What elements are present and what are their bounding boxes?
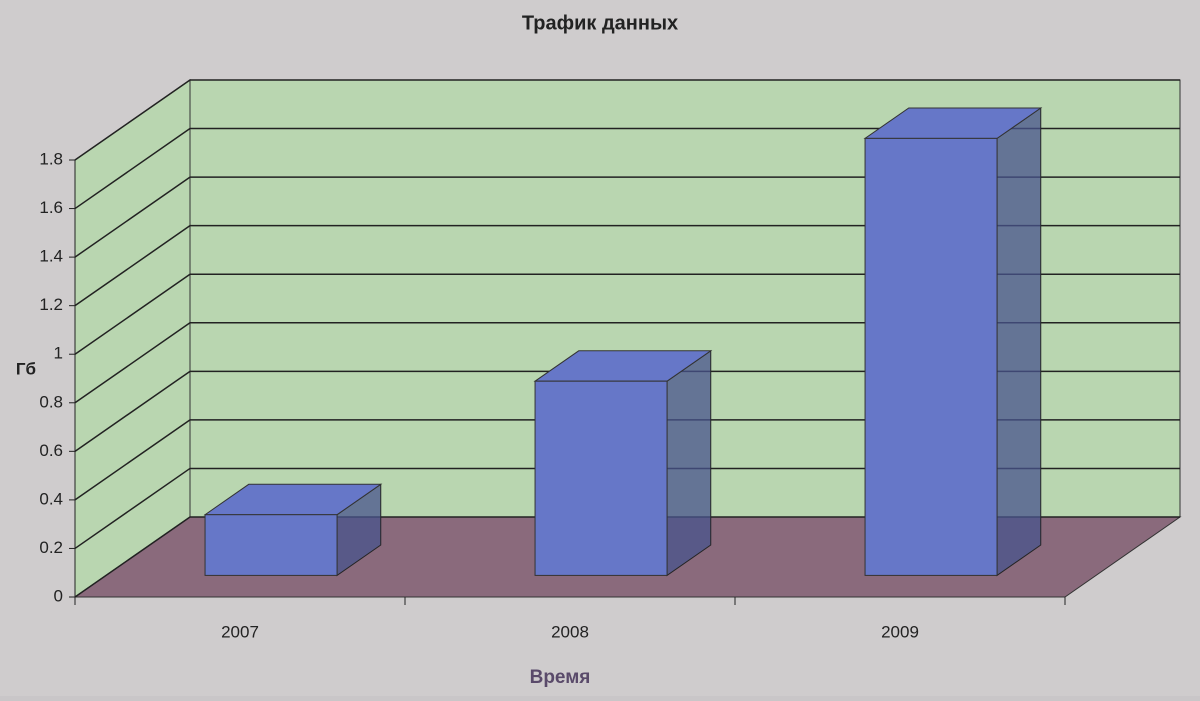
grid-line — [74, 467, 1180, 550]
grid-line — [74, 224, 1180, 307]
x-axis-title: Время — [530, 667, 591, 688]
bar-side — [666, 349, 712, 577]
y-tick-label: 1.2 — [39, 295, 63, 314]
bar — [864, 137, 998, 576]
grid-line — [74, 127, 1180, 210]
grid-line — [74, 370, 1180, 452]
grid-line — [74, 322, 1180, 404]
y-tick-label: 1.8 — [39, 149, 63, 168]
y-axis-title: Гб — [16, 359, 36, 378]
grid-line — [74, 273, 1180, 355]
grid-line — [74, 419, 1180, 501]
y-tick-label: 0.4 — [39, 489, 63, 508]
bar — [534, 380, 668, 576]
y-tick-label: 1.4 — [39, 247, 63, 266]
x-tick-label: 2009 — [881, 622, 919, 641]
y-tick-label: 1 — [54, 344, 63, 363]
bar — [204, 514, 338, 576]
y-tick-label: 1.6 — [39, 198, 63, 217]
bar-side — [996, 107, 1042, 577]
y-tick-label: 0.2 — [39, 538, 63, 557]
grid-line — [74, 79, 1180, 161]
x-tick-label: 2007 — [221, 622, 259, 641]
y-tick-label: 0.6 — [39, 441, 63, 460]
grid-line — [74, 516, 1180, 598]
grid-line — [74, 176, 1180, 258]
y-tick-label: 0.8 — [39, 392, 63, 411]
x-tick-label: 2008 — [551, 622, 589, 641]
chart-title: Трафик данных — [522, 12, 678, 34]
y-tick-label: 0 — [54, 586, 63, 605]
side-wall — [74, 79, 191, 598]
